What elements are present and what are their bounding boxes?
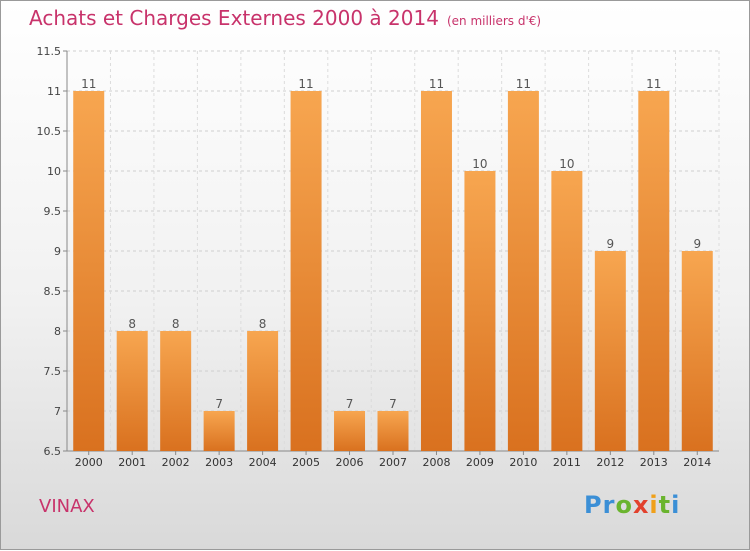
- x-tick-label: 2005: [292, 456, 320, 469]
- value-label: 7: [215, 397, 223, 411]
- y-tick-label: 10: [47, 165, 61, 178]
- x-tick-label: 2012: [596, 456, 624, 469]
- bar-2004: [247, 331, 279, 451]
- value-label: 10: [559, 157, 574, 171]
- bar-2012: [594, 251, 626, 451]
- y-tick-label: 8.5: [44, 285, 62, 298]
- x-tick-label: 2010: [509, 456, 537, 469]
- bar-2006: [334, 411, 366, 451]
- commune-name: VINAX: [39, 496, 95, 517]
- bar-2007: [377, 411, 409, 451]
- x-tick-label: 2002: [162, 456, 190, 469]
- bar-2000: [73, 91, 105, 451]
- bar-2005: [290, 91, 322, 451]
- x-tick-label: 2009: [466, 456, 494, 469]
- value-label: 10: [472, 157, 487, 171]
- chart-title: Achats et Charges Externes 2000 à 2014 (e…: [29, 6, 541, 30]
- value-label: 9: [693, 237, 701, 251]
- bar-2011: [551, 171, 583, 451]
- bar-2009: [464, 171, 496, 451]
- bar-2010: [507, 91, 539, 451]
- y-tick-label: 11.5: [37, 45, 62, 58]
- x-tick-label: 2007: [379, 456, 407, 469]
- bar-2002: [160, 331, 192, 451]
- y-tick-label: 9.5: [44, 205, 62, 218]
- x-tick-label: 2004: [249, 456, 277, 469]
- bars: [73, 91, 713, 451]
- value-label: 7: [389, 397, 397, 411]
- labels: 6.5 7 7.5 8 8.5 9 9.5 10 10.5 11 11.5 11 2000 8 2001 8 2…: [37, 45, 712, 469]
- proxiti-logo: Proxiti: [584, 491, 681, 519]
- y-tick-label: 6.5: [44, 445, 62, 458]
- bar-2013: [638, 91, 670, 451]
- y-tick-label: 7.5: [44, 365, 62, 378]
- value-label: 11: [429, 77, 444, 91]
- x-tick-label: 2003: [205, 456, 233, 469]
- value-label: 8: [259, 317, 267, 331]
- value-label: 8: [172, 317, 180, 331]
- value-label: 11: [516, 77, 531, 91]
- x-tick-label: 2000: [75, 456, 103, 469]
- value-label: 11: [81, 77, 96, 91]
- x-tick-label: 2008: [422, 456, 450, 469]
- value-label: 11: [646, 77, 661, 91]
- y-tick-label: 10.5: [37, 125, 62, 138]
- bar-2003: [203, 411, 235, 451]
- bar-2014: [681, 251, 713, 451]
- y-tick-label: 9: [54, 245, 61, 258]
- bar-2008: [420, 91, 452, 451]
- x-tick-label: 2011: [553, 456, 581, 469]
- title-text: Achats et Charges Externes 2000 à 2014: [29, 6, 439, 30]
- y-tick-label: 7: [54, 405, 61, 418]
- y-tick-label: 8: [54, 325, 61, 338]
- x-tick-label: 2001: [118, 456, 146, 469]
- value-label: 7: [346, 397, 354, 411]
- x-tick-label: 2006: [336, 456, 364, 469]
- value-label: 9: [607, 237, 615, 251]
- value-label: 11: [298, 77, 313, 91]
- value-label: 8: [128, 317, 136, 331]
- x-tick-label: 2013: [640, 456, 668, 469]
- unit-label: (en milliers d'€): [446, 14, 542, 28]
- y-tick-label: 11: [47, 85, 61, 98]
- bar-2001: [116, 331, 148, 451]
- x-tick-label: 2014: [683, 456, 711, 469]
